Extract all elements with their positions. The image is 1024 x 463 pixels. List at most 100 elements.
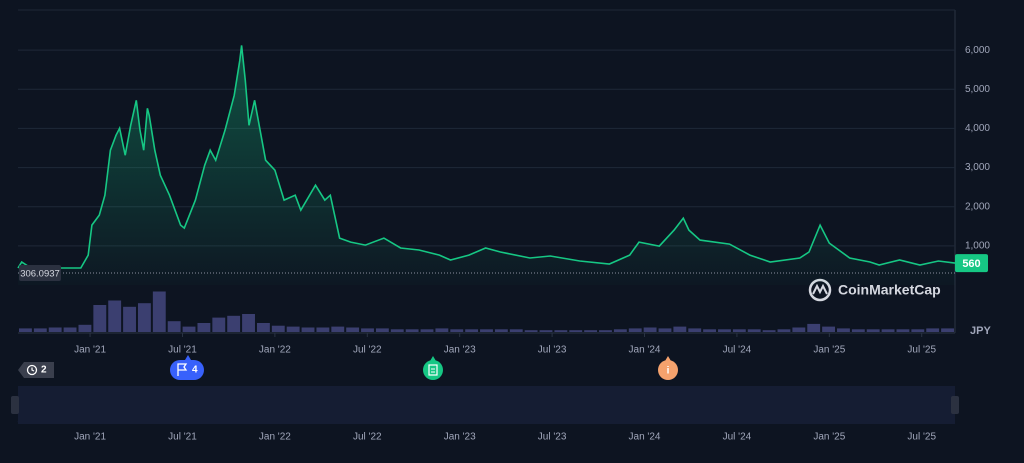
volume-bar: [718, 329, 731, 332]
volume-bar: [941, 328, 954, 332]
volume-bar: [494, 329, 508, 332]
x-tick-label: Jul '22: [353, 345, 382, 356]
volume-bar: [688, 328, 702, 332]
y-tick-label: 6,000: [965, 45, 990, 56]
volume-bar: [286, 326, 300, 332]
area: [18, 45, 955, 286]
volume-bar: [435, 328, 449, 332]
volume-bar: [837, 328, 850, 332]
navigator-tick-label: Jan '24: [629, 432, 661, 443]
navigator-tick-label: Jan '22: [259, 432, 291, 443]
volume-bar: [331, 326, 345, 332]
volume-bar: [108, 300, 122, 332]
volume-bar: [539, 330, 553, 332]
volume-bar: [851, 329, 865, 332]
volume-bar: [911, 329, 925, 332]
volume-bar: [390, 329, 404, 332]
x-tick-label: Jul '24: [723, 345, 752, 356]
y-tick-label: 5,000: [965, 84, 990, 95]
volume-bar: [732, 329, 746, 332]
volume-bar: [48, 327, 62, 332]
volume-bar: [643, 327, 657, 332]
volume-bar: [554, 330, 568, 332]
navigator-tick-label: Jul '21: [168, 432, 197, 443]
x-tick-label: Jan '21: [74, 345, 106, 356]
volume-bar: [301, 327, 315, 332]
volume-bar: [747, 329, 761, 332]
event-count: 4: [192, 365, 198, 376]
volume-bar: [137, 303, 151, 332]
volume-bar: [599, 330, 612, 332]
volume-bar: [896, 329, 910, 332]
x-tick-label: Jan '22: [259, 345, 291, 356]
volume-bar: [524, 330, 538, 332]
y-tick-label: 3,000: [965, 162, 990, 173]
volume-bar: [242, 314, 255, 332]
volume-bar: [628, 328, 642, 332]
y-tick-label: 2,000: [965, 201, 990, 212]
volume-bar: [703, 329, 717, 332]
volume-bar: [405, 329, 419, 332]
x-tick-label: Jan '23: [444, 345, 476, 356]
navigator-tick-label: Jul '22: [353, 432, 382, 443]
volume-bar: [361, 328, 374, 332]
volume-bar: [822, 326, 836, 332]
x-tick-label: Jan '25: [813, 345, 845, 356]
navigator[interactable]: [18, 386, 955, 424]
event-count: i: [667, 366, 670, 377]
price-line: [17, 45, 956, 269]
x-tick-label: Jan '24: [629, 345, 661, 356]
volume-bar: [792, 327, 806, 332]
volume-bar: [866, 329, 880, 332]
volume-bar: [63, 327, 77, 332]
currency-label: JPY: [970, 325, 991, 337]
event-count: 2: [41, 365, 47, 376]
volume-bar: [197, 323, 211, 332]
volume-bar: [926, 328, 940, 332]
volume-bar: [450, 329, 464, 332]
volume-bar: [420, 329, 434, 332]
price-tag-label: 560: [962, 258, 980, 270]
navigator-tick-label: Jan '25: [813, 432, 845, 443]
event-badge[interactable]: i: [658, 356, 678, 380]
volume-bar: [807, 323, 821, 332]
volume-bar: [123, 306, 136, 332]
navigator-handle[interactable]: [11, 396, 19, 414]
volume-bar: [152, 291, 166, 332]
volume-bar: [19, 328, 32, 332]
volume-bar: [78, 324, 92, 332]
volume-bar: [167, 321, 181, 332]
navigator-tick-label: Jul '23: [538, 432, 567, 443]
low-label: 306.0937: [20, 269, 60, 280]
y-tick-label: 4,000: [965, 123, 990, 134]
volume-bar: [33, 328, 47, 332]
x-tick-label: Jul '21: [168, 345, 197, 356]
volume-bar: [375, 328, 389, 332]
volume-bar: [256, 323, 270, 332]
x-tick-label: Jul '23: [538, 345, 567, 356]
volume-bar: [658, 328, 672, 332]
navigator-handle[interactable]: [951, 396, 959, 414]
volume-bar: [182, 326, 196, 332]
volume-bar: [93, 305, 107, 332]
volume-bar: [762, 330, 776, 332]
volume-bar: [480, 329, 493, 332]
price-tag: [955, 254, 988, 273]
volume-bar: [227, 315, 241, 332]
y-tick-label: 1,000: [965, 240, 990, 251]
volume-bar: [465, 329, 479, 332]
event-badge[interactable]: 4: [170, 355, 204, 380]
x-tick-label: Jul '25: [907, 345, 936, 356]
volume-bar: [346, 327, 360, 332]
watermark-text: CoinMarketCap: [838, 282, 941, 298]
navigator-tick-label: Jan '23: [444, 432, 476, 443]
low-label-box: [19, 265, 61, 282]
volume-bar: [673, 326, 687, 332]
navigator-tick-label: Jan '21: [74, 432, 106, 443]
navigator-tick-label: Jul '24: [723, 432, 752, 443]
volume-bar: [777, 329, 791, 332]
event-badge[interactable]: 2: [18, 362, 54, 378]
event-badge[interactable]: [423, 356, 443, 380]
